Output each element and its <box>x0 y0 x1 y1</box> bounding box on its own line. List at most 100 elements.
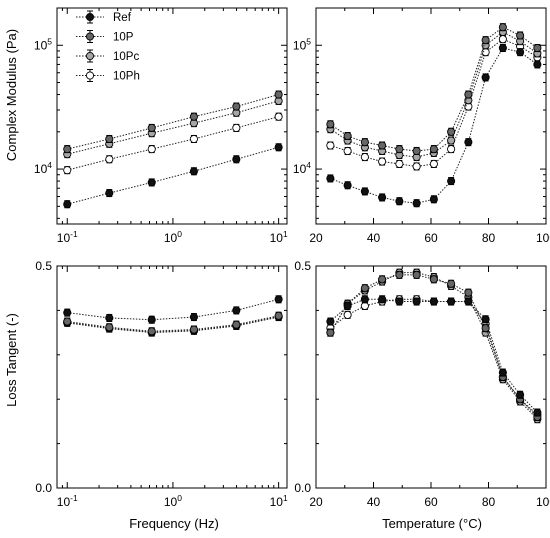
x-tick-label: 80 <box>482 231 496 245</box>
data-point <box>447 145 456 154</box>
data-point <box>447 279 456 288</box>
x-tick-label: 20 <box>309 495 323 509</box>
plot-frame <box>56 7 288 225</box>
series-10P <box>326 270 542 422</box>
x-tick-label: 60 <box>424 495 438 509</box>
data-point <box>189 325 198 334</box>
series-Ref <box>63 295 283 324</box>
x-tick-label: 100 <box>164 493 182 509</box>
series-line <box>67 146 279 205</box>
series-line <box>67 315 279 332</box>
data-point <box>343 181 352 190</box>
y-tick-label: 0.5 <box>35 259 52 273</box>
y-axis-label-complex-modulus: Complex Modulus (Pa) <box>4 29 19 161</box>
data-point <box>378 157 387 166</box>
data-point <box>63 308 72 317</box>
data-point <box>498 368 507 377</box>
data-point <box>360 153 369 162</box>
series-line <box>330 298 538 416</box>
data-point <box>360 138 369 147</box>
data-point <box>429 145 438 154</box>
data-point <box>412 270 421 279</box>
data-point <box>343 131 352 141</box>
data-point <box>189 313 198 322</box>
panels-layer: 10-1 100 101 104 105 20 40 60 80 100 104 105 10-1 100… <box>34 7 550 509</box>
x-axis-label-frequency: Frequency (Hz) <box>129 516 219 531</box>
data-point <box>274 112 283 121</box>
data-point <box>429 275 438 284</box>
data-point <box>274 311 283 320</box>
data-point <box>516 390 525 399</box>
data-point <box>498 23 507 32</box>
legend-marker <box>85 12 95 22</box>
series-line <box>67 94 279 150</box>
data-point <box>498 43 507 53</box>
data-point <box>63 200 72 209</box>
series-10Ph <box>326 35 542 171</box>
data-point <box>395 197 404 206</box>
series-line <box>330 298 538 413</box>
series-line <box>329 274 538 418</box>
data-point <box>343 301 352 311</box>
y-tick-label: 105 <box>293 36 311 52</box>
panel-top-left: 10-1 100 101 104 105 <box>34 7 288 245</box>
data-point <box>481 315 490 324</box>
x-tick-label: 100 <box>164 229 182 245</box>
data-point <box>274 143 283 152</box>
series-10Pc <box>63 312 283 337</box>
series-10Ph <box>63 313 283 337</box>
panel-top-right: 20 40 60 80 100 104 105 <box>293 7 550 245</box>
data-point <box>516 31 525 40</box>
data-point <box>481 36 490 45</box>
data-point <box>105 323 114 332</box>
data-point <box>533 408 542 417</box>
series-line <box>330 47 538 204</box>
panel-bottom-left: 10-1 100 101 0.0 0.5 <box>35 259 288 509</box>
legend-label: 10Pc <box>113 51 139 63</box>
data-point <box>232 102 241 111</box>
data-point <box>63 317 72 326</box>
data-point <box>464 90 473 99</box>
data-point <box>395 145 404 154</box>
data-point <box>147 315 156 324</box>
series-line <box>67 100 279 155</box>
data-point <box>481 73 490 82</box>
data-point <box>343 310 352 319</box>
x-axis-label-temperature: Temperature (°C) <box>382 516 482 531</box>
legend-marker <box>85 51 95 61</box>
series-10Ph <box>326 295 542 419</box>
data-point <box>360 301 369 311</box>
data-point <box>326 328 335 337</box>
series-Ref <box>326 43 542 208</box>
x-tick-label: 80 <box>482 495 496 509</box>
data-point <box>429 297 438 306</box>
series-10P <box>63 311 283 336</box>
data-point <box>274 295 283 304</box>
series-10Pc <box>326 27 542 162</box>
data-point <box>274 90 283 99</box>
y-tick-label: 0.0 <box>35 481 52 495</box>
data-point <box>326 141 335 150</box>
panel-bottom-right: 20 40 60 80 100 0.0 0.5 <box>294 259 550 509</box>
y-tick-label: 104 <box>293 160 311 176</box>
data-point <box>395 297 404 306</box>
data-point <box>378 295 387 304</box>
data-point <box>105 134 114 144</box>
legend-marker <box>85 71 95 80</box>
data-point <box>63 145 72 154</box>
legend: Ref 10P 10Pc 10Ph <box>76 10 140 83</box>
legend-label: Ref <box>113 12 132 24</box>
y-tick-label: 105 <box>34 36 52 52</box>
legend-entry: 10P <box>76 30 134 44</box>
data-point <box>105 189 114 198</box>
data-point <box>447 177 456 186</box>
x-tick-label: 10-1 <box>57 493 78 509</box>
data-point <box>533 60 542 69</box>
legend-entry: Ref <box>76 10 132 24</box>
x-tick-label: 20 <box>309 231 323 245</box>
data-point <box>232 123 241 132</box>
data-point <box>447 297 456 306</box>
data-point <box>189 167 198 176</box>
series-10P <box>63 90 283 154</box>
